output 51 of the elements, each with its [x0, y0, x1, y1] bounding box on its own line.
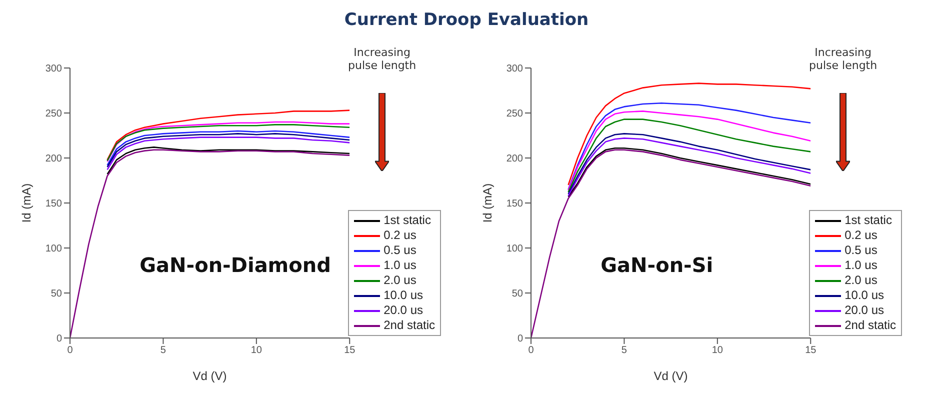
- legend-label: 1st static: [844, 213, 892, 228]
- x-tick-label: 0: [67, 345, 74, 356]
- y-tick-label: 100: [506, 244, 524, 255]
- y-tick-label: 150: [506, 198, 524, 210]
- x-axis-title: Vd (V): [192, 369, 227, 383]
- x-tick-label: 15: [805, 345, 817, 356]
- legend-label: 2.0 us: [384, 273, 416, 288]
- x-tick-label: 10: [250, 345, 262, 356]
- annotation: Increasing pulse length: [347, 46, 418, 72]
- legend-label: 1.0 us: [384, 258, 416, 273]
- line-series: [106, 110, 350, 160]
- y-tick-label: 200: [506, 154, 524, 165]
- legend-label: 20.0 us: [844, 303, 884, 318]
- x-tick-label: 5: [160, 345, 166, 356]
- y-tick-label: 50: [50, 288, 62, 300]
- legend-label: 0.5 us: [844, 243, 878, 258]
- x-axis-title: Vd (V): [654, 369, 688, 383]
- y-tick-label: 250: [506, 108, 524, 120]
- y-tick-label: 0: [517, 334, 524, 345]
- x-tick-label: 10: [712, 345, 724, 356]
- legend-label: 2nd static: [384, 318, 435, 333]
- x-tick-label: 0: [528, 345, 534, 356]
- y-tick-label: 300: [45, 64, 62, 75]
- annotation: Increasing pulse length: [808, 46, 878, 72]
- text: Current Droop Evaluation: [343, 9, 590, 32]
- y-tick-label: 200: [45, 154, 62, 165]
- legend-label: 0.5 us: [384, 243, 416, 258]
- line-series: [106, 146, 350, 175]
- x-tick-label: 5: [621, 345, 628, 356]
- y-tick-label: 0: [56, 334, 62, 345]
- legend-label: 2.0 us: [844, 273, 878, 288]
- legend-label: 10.0 us: [384, 288, 423, 303]
- line-series: [568, 147, 811, 198]
- x-tick-label: 15: [344, 345, 356, 356]
- legend-label: 0.2 us: [844, 228, 878, 243]
- y-tick-label: 150: [45, 198, 62, 210]
- legend-label: 10.0 us: [844, 288, 884, 303]
- y-axis-title: Id (mA): [480, 183, 494, 223]
- legend-label: 0.2 us: [384, 228, 416, 243]
- legend-label: 1st static: [384, 213, 431, 228]
- y-tick-label: 100: [45, 244, 62, 255]
- annotation: GaN-on-Diamond: [140, 252, 331, 276]
- legend-label: 2nd static: [844, 318, 896, 333]
- annotation: GaN-on-Si: [600, 252, 714, 276]
- legend-label: 20.0 us: [384, 303, 423, 318]
- y-tick-label: 50: [512, 288, 524, 300]
- y-tick-label: 300: [506, 64, 524, 75]
- y-tick-label: 250: [45, 108, 62, 120]
- legend-label: 1.0 us: [844, 258, 878, 273]
- line-series: [568, 82, 811, 186]
- y-axis-title: Id (mA): [19, 183, 34, 223]
